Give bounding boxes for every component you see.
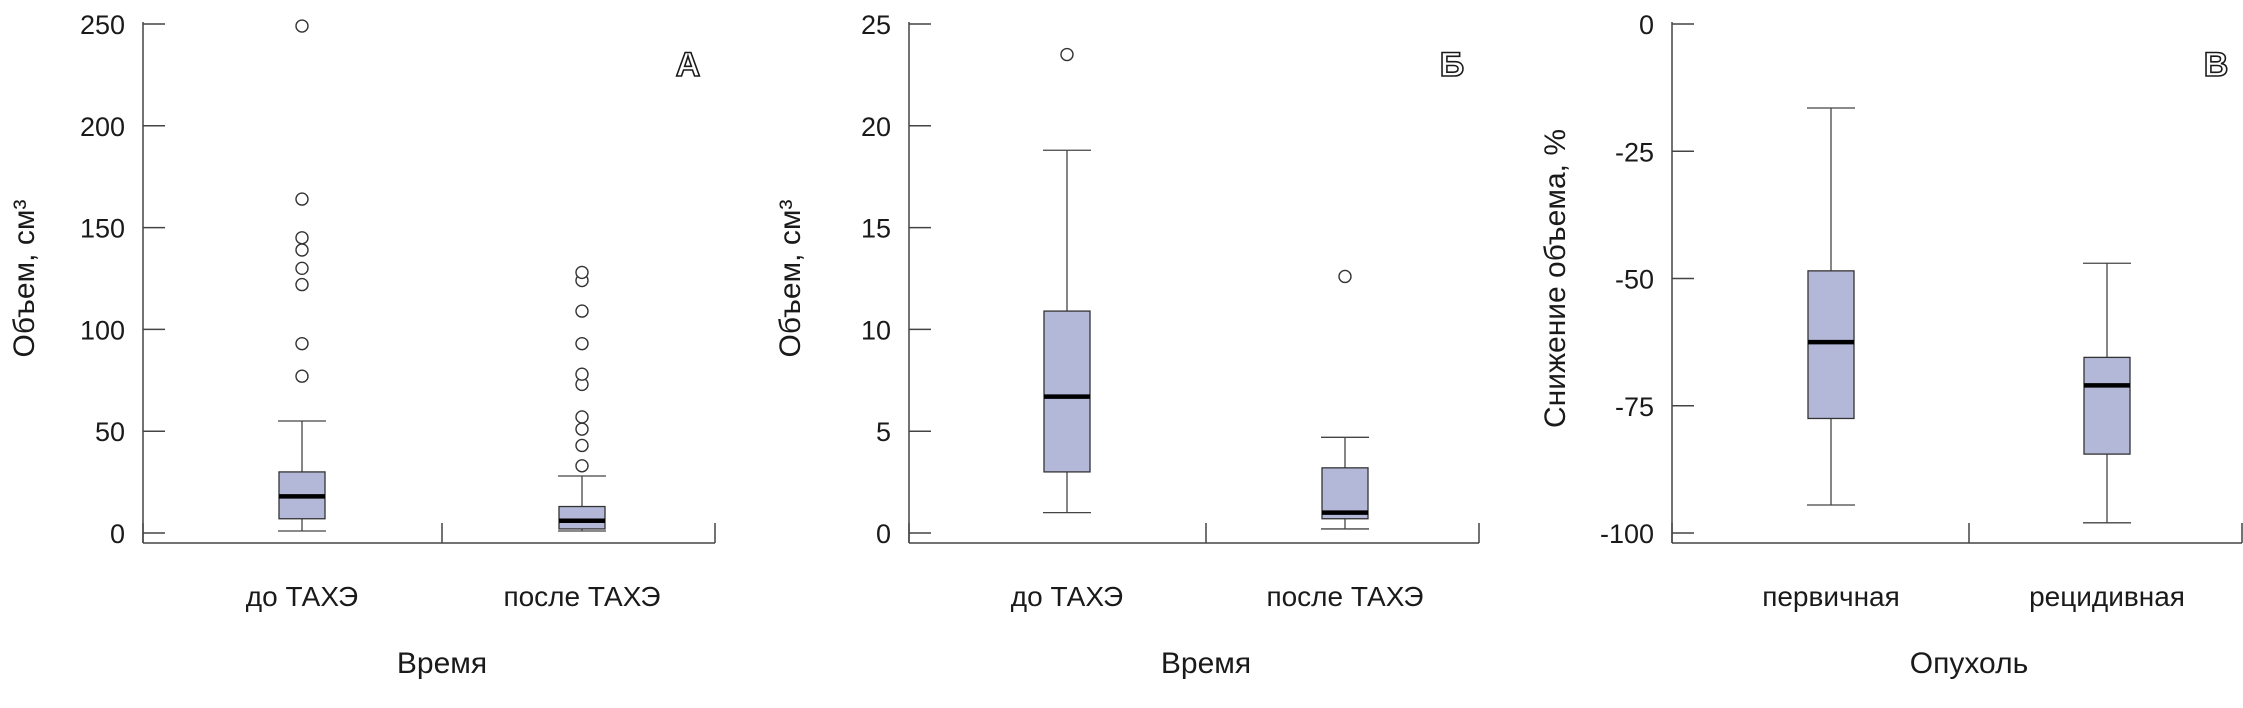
outlier-point [295, 336, 309, 351]
iqr-box [2083, 356, 2131, 455]
iqr-box [1807, 270, 1855, 420]
panel-letter: В [2204, 46, 2229, 84]
outlier-point [575, 422, 589, 436]
boxplot-2 [1321, 269, 1369, 530]
y-tick-label: -25 [1615, 137, 1654, 167]
x-category-label: до ТАХЭ [1011, 581, 1123, 612]
y-tick-label: 15 [861, 214, 891, 244]
outlier-point [295, 19, 309, 33]
outlier-point [295, 277, 309, 292]
iqr-box [1043, 310, 1091, 473]
y-tick-label: 100 [80, 315, 125, 345]
boxplot-1 [1807, 107, 1855, 506]
outlier-point [295, 261, 309, 276]
y-tick-label: -100 [1600, 519, 1654, 549]
panel-letter: А [676, 46, 701, 84]
outlier-point [295, 369, 309, 383]
y-tick-label: 150 [80, 214, 125, 244]
boxplot-2 [2083, 262, 2131, 524]
outlier-point [575, 410, 589, 424]
boxplot-2 [558, 265, 606, 532]
y-tick-label: 5 [876, 417, 891, 447]
x-category-label: рецидивная [2029, 581, 2185, 612]
boxplot-1 [278, 19, 326, 532]
y-tick-label: 50 [95, 417, 125, 447]
outlier-point [575, 459, 589, 473]
x-category-label: после ТАХЭ [503, 581, 660, 612]
y-tick-label: 0 [110, 519, 125, 549]
x-category-label: до ТАХЭ [246, 581, 358, 612]
x-axis-label: Опухоль [1910, 647, 2028, 680]
y-tick-label: 0 [1639, 10, 1654, 40]
x-axis-label: Время [397, 647, 487, 680]
y-tick-label: 10 [861, 315, 891, 345]
y-axis-label: Объем, см³ [8, 200, 41, 358]
y-tick-label: 20 [861, 112, 891, 142]
outlier-point [575, 367, 589, 381]
panel-3: -100 -75 -50 -25 0 Снижение объема, % первична… [1539, 10, 2243, 680]
x-category-label: первичная [1762, 581, 1900, 612]
boxplot-1 [1043, 47, 1091, 514]
outlier-point [575, 265, 589, 280]
outlier-point [575, 336, 589, 351]
y-axis-label: Снижение объема, % [1539, 129, 1572, 428]
x-axis-label: Время [1161, 647, 1251, 680]
outlier-point [295, 192, 309, 206]
y-tick-label: -75 [1615, 392, 1654, 422]
iqr-box [558, 505, 606, 530]
y-tick-label: 200 [80, 112, 125, 142]
panel-letter: Б [1440, 46, 1464, 84]
y-axis-label: Объем, см³ [774, 200, 807, 358]
panel-1: 0 50 100 150 200 250 Объем, см³ до ТАХЭ после ТА… [8, 10, 716, 680]
outlier-point [575, 304, 589, 318]
outlier-point [295, 243, 309, 257]
panel-2: 0 5 10 15 20 25 Объем, см³ до ТАХЭ после ТАХЭ Вре… [774, 10, 1480, 680]
iqr-box [1321, 467, 1369, 520]
y-tick-label: -50 [1615, 265, 1654, 295]
outlier-point [1060, 47, 1074, 62]
outlier-point [295, 231, 309, 245]
outlier-point [1338, 269, 1352, 284]
y-tick-label: 25 [861, 10, 891, 40]
y-tick-label: 0 [876, 519, 891, 549]
x-category-label: после ТАХЭ [1266, 581, 1423, 612]
y-tick-label: 250 [80, 10, 125, 40]
outlier-point [575, 438, 589, 453]
